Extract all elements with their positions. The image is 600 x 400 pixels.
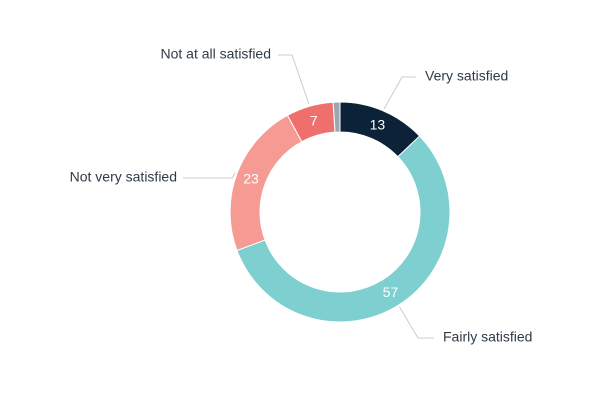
leader-line-not-at-all-satisfied [278, 54, 310, 105]
value-label-not-at-all-satisfied: 7 [310, 112, 318, 128]
leader-line-not-very-satisfied [183, 172, 236, 179]
category-label-fairly-satisfied: Fairly satisfied [443, 329, 532, 345]
category-label-not-very-satisfied: Not very satisfied [70, 169, 177, 185]
leader-line-very-satisfied [383, 76, 416, 110]
category-label-not-at-all-satisfied: Not at all satisfied [161, 46, 272, 62]
slice-other-4 [332, 101, 341, 133]
category-labels-group: Very satisfied Fairly satisfied Not very s… [70, 46, 533, 345]
value-label-fairly-satisfied: 57 [383, 284, 399, 300]
value-label-not-very-satisfied: 23 [243, 170, 259, 186]
slice-fairly-satisfied [236, 135, 451, 323]
leader-lines-group [183, 54, 434, 339]
leader-line-fairly-satisfied [399, 306, 434, 339]
slice-not-very-satisfied [229, 114, 303, 252]
value-labels-group: 13 57 23 7 [243, 112, 398, 300]
category-label-very-satisfied: Very satisfied [425, 68, 508, 84]
value-label-very-satisfied: 13 [370, 116, 386, 132]
slices-group [229, 101, 451, 323]
